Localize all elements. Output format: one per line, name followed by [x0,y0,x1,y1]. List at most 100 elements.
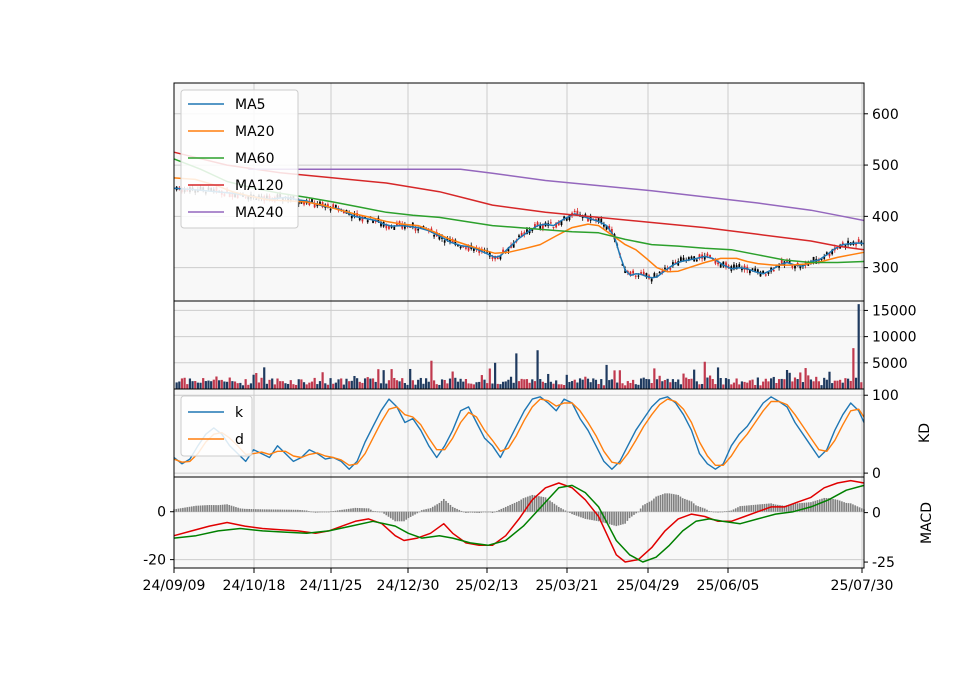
macd-histogram-bar [639,508,642,512]
macd-left-y-tick-label: 0 [157,505,166,521]
macd-histogram-bar [206,505,208,512]
macd-histogram-bar [723,511,726,513]
volume-bar [345,378,348,389]
macd-histogram-bar [195,505,197,512]
candle-body [549,222,552,224]
candle-body [342,211,345,214]
macd-histogram-bar [352,508,354,512]
macd-histogram-bar [469,511,472,513]
candle-body [372,220,374,223]
candle-body [459,246,462,249]
volume-bar [807,375,810,389]
volume-bar [196,382,199,389]
macd-histogram-bar [365,508,368,512]
macd-histogram-bar [684,498,686,512]
volume-bar [616,382,619,389]
candle-body [446,238,449,241]
macd-histogram-bar [827,498,830,512]
volume-bar [578,378,582,389]
macd-histogram-bar [305,510,308,512]
macd-histogram-bar [860,508,863,512]
volume-bar [353,375,356,389]
macd-histogram-bar [830,498,832,512]
volume-bar [751,379,754,389]
macd-histogram-bar [633,511,635,515]
volume-bar [279,381,282,389]
macd-histogram-bar [646,502,649,512]
macd-histogram-bar [228,504,231,512]
candle-body [727,265,730,267]
volume-bar [382,370,385,389]
volume-bar [358,381,361,389]
macd-histogram-bar [263,509,266,512]
kd-line-k [173,396,865,470]
macd-histogram-bar [675,494,677,512]
volume-bar [568,381,571,389]
candle-body [584,214,587,216]
macd-histogram-bar [737,507,739,512]
volume-y-axis: 5000 10000 15000 [864,303,917,372]
volume-bar [791,381,794,389]
macd-histogram-bar [697,506,699,512]
candle-body [632,270,635,274]
macd-histogram-bar [754,504,757,512]
macd-histogram-bar [580,511,582,518]
macd-histogram-bar [325,511,328,513]
macd-histogram-bar [699,506,702,512]
candle-body [629,271,632,275]
candle-body [329,208,332,211]
macd-histogram-bar [655,496,657,512]
volume-bar [454,377,457,389]
macd-histogram-bar [566,511,569,513]
macd-histogram [173,493,865,527]
candle-body [741,268,743,271]
volume-bar [618,370,621,389]
macd-histogram-bar [690,501,693,512]
volume-bar [701,383,704,389]
macd-histogram-bar [644,504,646,512]
volume-bar [430,360,433,389]
macd-histogram-bar [301,510,304,512]
candle-body [634,275,637,277]
macd-histogram-bar [602,511,604,523]
macd-histogram-bar [666,493,668,512]
macd-histogram-bar [467,511,469,513]
macd-histogram-bar [843,502,845,512]
macd-histogram-bar [458,509,461,512]
volume-bar [533,381,537,389]
price-panel: 300 400 500 600 MA5 MA20 MA60 MA120 MA240 [173,82,899,302]
volume-bar [820,385,823,389]
macd-histogram-bar [522,498,525,512]
macd-histogram-bar [431,506,434,512]
macd-histogram-bar [336,510,339,512]
macd-histogram-bar [553,503,556,512]
candle-body [855,242,857,246]
kd-y-axis: 0 100 [864,388,899,482]
macd-histogram-bar [445,500,447,512]
volume-bar [536,350,539,389]
macd-histogram-bar [788,504,790,512]
volume-bar [239,382,242,389]
macd-line-dea [173,484,865,563]
candle-body [679,257,682,262]
candle-body [857,239,860,243]
volume-bar [340,378,343,389]
candle-body [496,257,499,260]
volume-bar [361,382,364,389]
macd-histogram-bar [294,509,297,512]
macd-histogram-bar [259,509,262,512]
volume-bar [740,381,744,389]
macd-histogram-bar [858,507,861,512]
candle-body [587,218,589,222]
macd-histogram-bar [456,508,458,512]
volume-bar [525,379,529,389]
macd-histogram-bar [854,505,856,512]
volume-bar [831,383,834,389]
macd-histogram-bar [670,493,673,512]
macd-histogram-bar [321,511,323,513]
candle-body [756,269,759,273]
volume-bar [770,378,773,389]
candle-body [350,215,353,219]
volume-bar [326,384,330,389]
volume-bar [202,378,205,389]
